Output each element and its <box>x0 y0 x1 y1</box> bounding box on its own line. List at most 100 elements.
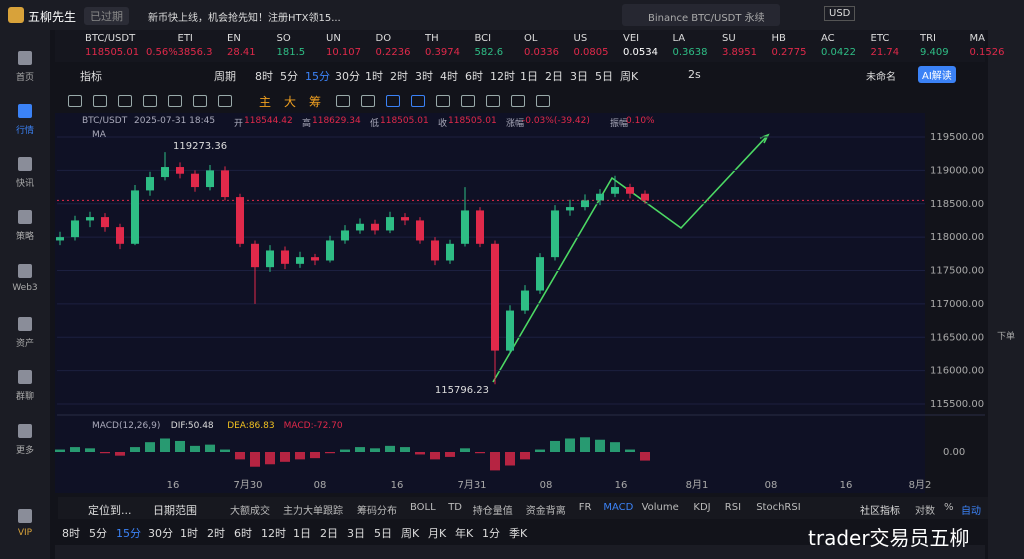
ticker-name[interactable]: ETI <box>177 33 193 44</box>
interval[interactable]: 2日 <box>320 527 338 540</box>
interval[interactable]: 年K <box>455 527 474 540</box>
ticker-name[interactable]: AC <box>821 33 835 44</box>
tool-icon[interactable] <box>68 95 82 107</box>
layout-name[interactable]: 未命名 <box>866 72 896 83</box>
sidebar-label[interactable]: 行情 <box>15 126 34 136</box>
sidebar-label[interactable]: Web3 <box>12 283 38 293</box>
tool-icon[interactable] <box>386 95 400 107</box>
tool-icon[interactable] <box>168 95 182 107</box>
ticker-name[interactable]: LA <box>672 33 686 44</box>
ticker-name[interactable]: ETC <box>870 33 890 44</box>
ticker-name[interactable]: BCI <box>474 33 492 44</box>
toolbar-period[interactable]: 周期 <box>214 70 236 83</box>
ticker-name[interactable]: BTC/USDT <box>85 33 136 44</box>
interval[interactable]: 6时 <box>465 70 483 83</box>
interval[interactable]: 1分 <box>482 527 500 540</box>
locate[interactable]: 定位到... <box>88 504 132 517</box>
tool-icon[interactable] <box>193 95 207 107</box>
interval[interactable]: 15分 <box>116 527 141 540</box>
interval[interactable]: 1时 <box>365 70 383 83</box>
interval[interactable]: 12时 <box>261 527 286 540</box>
tool-icon[interactable] <box>143 95 157 107</box>
sidebar-label[interactable]: VIP <box>17 528 33 538</box>
interval[interactable]: 15分 <box>305 70 330 83</box>
indicator-tab[interactable]: FR <box>578 502 592 513</box>
toolbar-indicator[interactable]: 指标 <box>80 70 102 83</box>
ticker-name[interactable]: OL <box>524 33 538 44</box>
speed[interactable]: 2s <box>688 68 701 81</box>
interval[interactable]: 季K <box>509 527 528 540</box>
interval[interactable]: 5分 <box>89 527 107 540</box>
indicator-tab[interactable]: KDJ <box>693 502 711 513</box>
ticker-name[interactable]: DO <box>375 33 392 44</box>
ticker-name[interactable]: MA <box>969 33 985 44</box>
interval[interactable]: 30分 <box>335 70 360 83</box>
interval[interactable]: 4时 <box>440 70 458 83</box>
indicator-tab[interactable]: Volume <box>641 502 679 513</box>
ticker-name[interactable]: TH <box>425 33 439 44</box>
interval[interactable]: 6时 <box>234 527 252 540</box>
community[interactable]: 社区指标 <box>860 506 900 517</box>
interval[interactable]: 周K <box>620 70 639 83</box>
interval[interactable]: 1时 <box>180 527 198 540</box>
tool-icon[interactable] <box>511 95 525 107</box>
auto-toggle[interactable]: 自动 <box>961 506 981 517</box>
tool-icon[interactable] <box>118 95 132 107</box>
interval[interactable]: 1日 <box>293 527 311 540</box>
ticker-name[interactable]: TRI <box>920 33 937 44</box>
draw-tool[interactable]: 筹 <box>309 95 322 109</box>
interval[interactable]: 5日 <box>595 70 613 83</box>
interval[interactable]: 5日 <box>374 527 392 540</box>
sidebar-label[interactable]: 首页 <box>15 73 34 83</box>
interval[interactable]: 8时 <box>62 527 80 540</box>
interval[interactable]: 2日 <box>545 70 563 83</box>
interval[interactable]: 2时 <box>207 527 225 540</box>
indicator-tab[interactable]: 主力大单跟踪 <box>283 506 343 517</box>
interval[interactable]: 5分 <box>280 70 298 83</box>
interval[interactable]: 8时 <box>255 70 273 83</box>
sidebar-label[interactable]: 资产 <box>15 339 34 349</box>
ticker-name[interactable]: HB <box>771 33 786 44</box>
tool-icon[interactable] <box>461 95 475 107</box>
interval[interactable]: 12时 <box>490 70 515 83</box>
indicator-tab[interactable]: 资金背离 <box>525 506 566 517</box>
indicator-tab[interactable]: 大额成交 <box>230 506 270 517</box>
tool-icon[interactable] <box>218 95 232 107</box>
ticker-name[interactable]: UN <box>326 33 341 44</box>
indicator-tab[interactable]: StochRSI <box>756 502 801 513</box>
tool-icon[interactable] <box>336 95 350 107</box>
indicator-tab[interactable]: RSI <box>724 502 742 513</box>
tool-icon[interactable] <box>536 95 550 107</box>
sidebar-label[interactable]: 更多 <box>15 446 34 456</box>
tool-icon[interactable] <box>436 95 450 107</box>
indicator-tab[interactable]: MACD <box>603 502 634 513</box>
ticker-name[interactable]: EN <box>227 33 241 44</box>
interval[interactable]: 2时 <box>390 70 408 83</box>
draw-tool[interactable]: 大 <box>284 95 297 109</box>
ticker-name[interactable]: US <box>573 33 588 44</box>
tool-icon[interactable] <box>93 95 107 107</box>
interval[interactable]: 3时 <box>415 70 433 83</box>
sidebar-label[interactable]: 快讯 <box>15 179 34 189</box>
interval[interactable]: 月K <box>428 527 447 540</box>
draw-tool[interactable]: 主 <box>259 95 272 109</box>
interval[interactable]: 30分 <box>148 527 173 540</box>
trend-drawing[interactable] <box>492 134 769 383</box>
ticker-name[interactable]: VEI <box>623 33 640 44</box>
interval[interactable]: 3日 <box>570 70 588 83</box>
indicator-tab[interactable]: TD <box>448 502 462 513</box>
right-sidebar-label[interactable]: 下单 <box>996 332 1015 342</box>
sidebar-label[interactable]: 群聊 <box>15 392 34 402</box>
tool-icon[interactable] <box>411 95 425 107</box>
date-range[interactable]: 日期范围 <box>153 504 197 517</box>
indicator-tab[interactable]: 筹码分布 <box>357 506 397 517</box>
ticker-name[interactable]: SU <box>722 33 736 44</box>
indicator-tab[interactable]: 持仓量值 <box>472 506 513 517</box>
interval[interactable]: 3日 <box>347 527 365 540</box>
percent-toggle[interactable]: % <box>944 502 954 513</box>
interval[interactable]: 周K <box>401 527 420 540</box>
notice[interactable]: 新币快上线，机会抢先知！注册HTX领15... <box>148 13 341 24</box>
tool-icon[interactable] <box>486 95 500 107</box>
search-box[interactable] <box>622 4 780 26</box>
sidebar-label[interactable]: 策略 <box>15 232 34 242</box>
